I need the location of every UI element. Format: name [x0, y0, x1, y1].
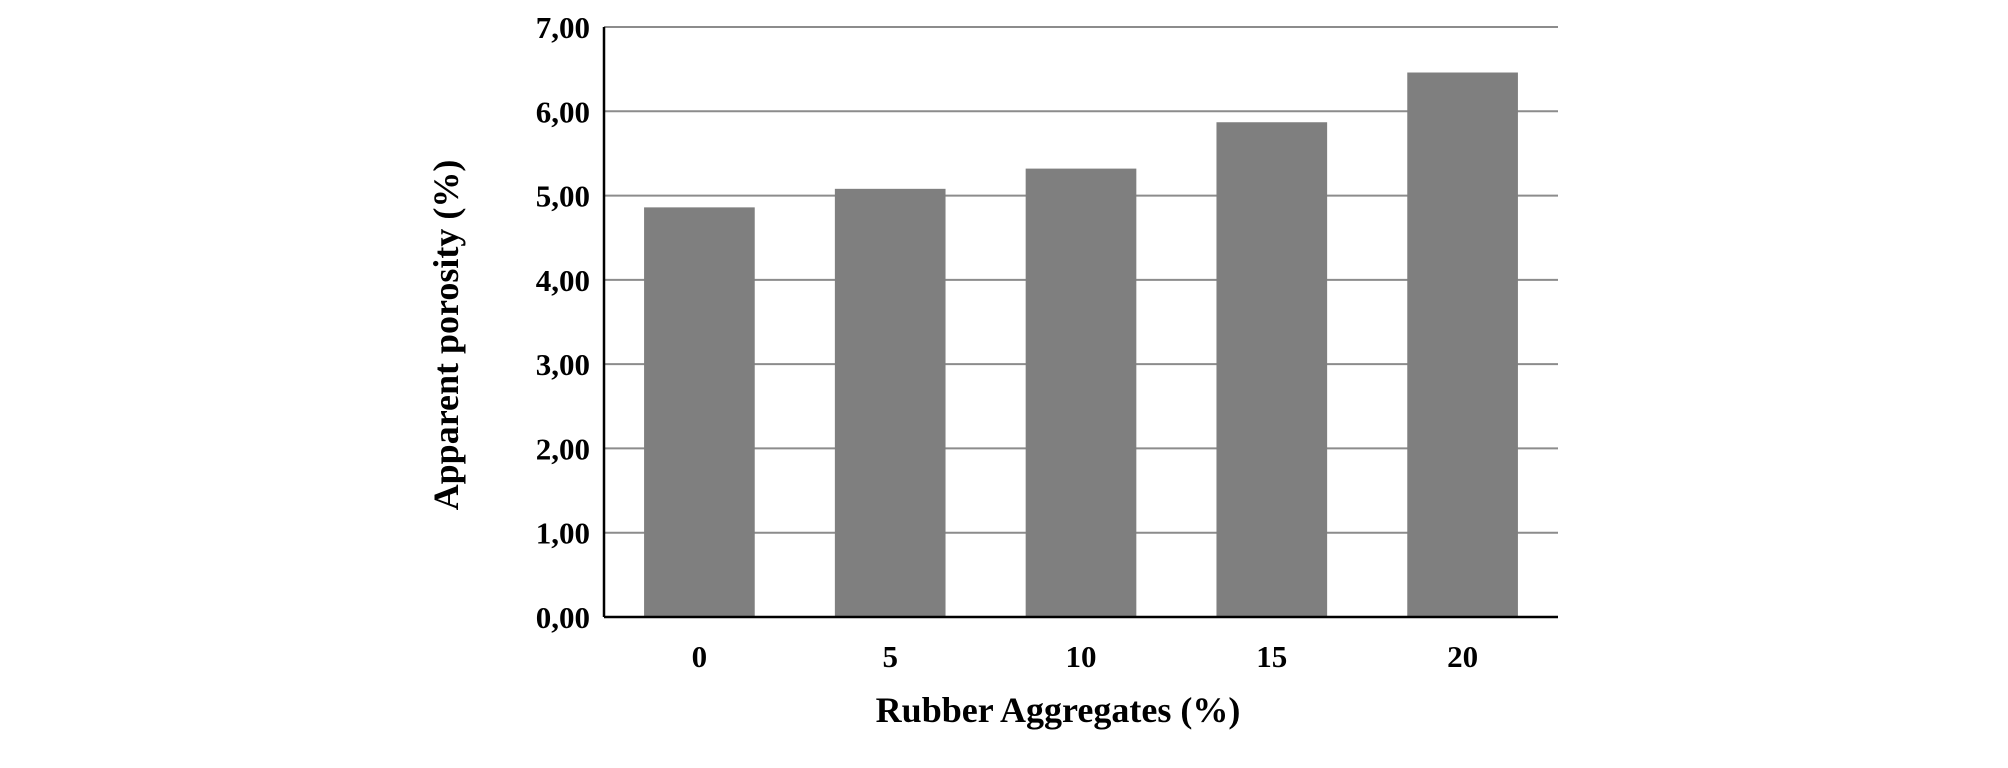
y-tick-label: 6,00: [536, 94, 590, 129]
y-tick-label: 7,00: [536, 10, 590, 45]
x-tick-labels: 0 5 10 15 20: [692, 639, 1478, 674]
y-tick-label: 2,00: [536, 431, 590, 466]
x-tick-label: 15: [1256, 639, 1287, 674]
y-tick-label: 3,00: [536, 347, 590, 382]
x-tick-label: 5: [882, 639, 898, 674]
y-tick-label: 0,00: [536, 600, 590, 635]
bar: [1407, 72, 1518, 617]
x-tick-label: 20: [1447, 639, 1478, 674]
y-tick-label: 4,00: [536, 263, 590, 298]
x-tick-label: 10: [1066, 639, 1097, 674]
y-tick-labels: 0,00 1,00 2,00 3,00 4,00 5,00 6,00 7,00: [536, 10, 590, 635]
axes: [602, 27, 1558, 619]
bars: [644, 72, 1518, 618]
bar: [1025, 168, 1137, 617]
bar: [1216, 122, 1328, 617]
y-axis-title: Apparent porosity (%): [426, 160, 466, 511]
bar: [834, 188, 946, 618]
x-tick-label: 0: [692, 639, 708, 674]
x-axis-title: Rubber Aggregates (%): [876, 690, 1241, 730]
bar: [644, 207, 755, 617]
y-tick-label: 1,00: [536, 516, 590, 551]
y-tick-label: 5,00: [536, 179, 590, 214]
